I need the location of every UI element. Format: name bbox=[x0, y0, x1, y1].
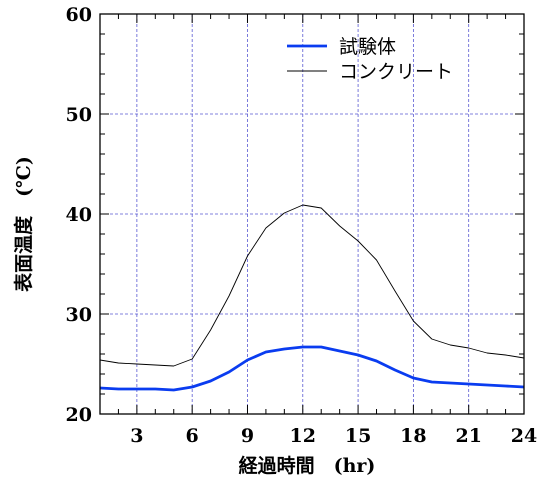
x-tick-label: 3 bbox=[130, 425, 143, 447]
y-tick-label: 30 bbox=[66, 304, 92, 326]
x-tick-label: 15 bbox=[345, 425, 371, 447]
y-tick-label: 60 bbox=[66, 4, 92, 26]
x-tick-label: 18 bbox=[400, 425, 426, 447]
x-tick-label: 6 bbox=[186, 425, 199, 447]
y-axis-label: 表面温度 (℃) bbox=[12, 156, 35, 292]
y-tick-label: 50 bbox=[66, 104, 92, 126]
series-layer bbox=[99, 204, 525, 392]
legend-label-2: コンクリート bbox=[339, 61, 453, 83]
series-line-2 bbox=[99, 204, 525, 367]
series-line-1 bbox=[99, 345, 525, 392]
x-axis-label: 経過時間 (hr) bbox=[239, 454, 376, 477]
x-tick-label: 12 bbox=[290, 425, 316, 447]
grid bbox=[100, 14, 524, 414]
axis-ticks: 3 6 9 12 15 18 21 24 20 30 40 50 60 bbox=[66, 4, 537, 447]
y-tick-label: 40 bbox=[66, 204, 92, 226]
x-tick-label: 9 bbox=[241, 425, 254, 447]
x-tick-label: 21 bbox=[455, 425, 481, 447]
x-tick-label: 24 bbox=[511, 425, 537, 447]
legend-label-1: 試験体 bbox=[339, 36, 396, 58]
y-tick-label: 20 bbox=[66, 404, 92, 426]
